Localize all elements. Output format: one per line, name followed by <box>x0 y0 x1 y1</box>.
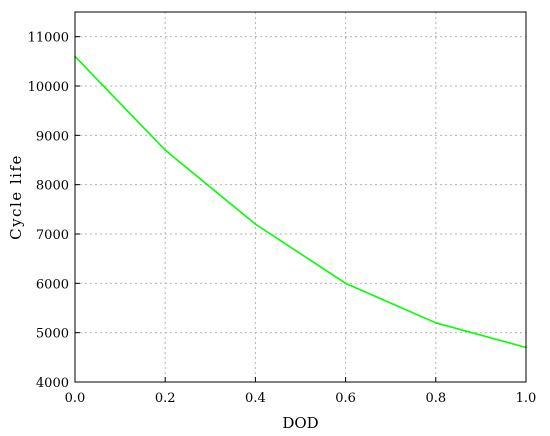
x-tick-labels: 0.0 0.2 0.4 0.6 0.8 1.0 <box>65 391 537 406</box>
plot-frame <box>74 11 527 383</box>
data-point <box>254 223 257 225</box>
y-tick-label: 6000 <box>36 277 69 292</box>
data-point <box>435 322 437 324</box>
y-tick-label: 5000 <box>36 327 69 342</box>
data-point <box>344 282 347 285</box>
data-point <box>164 149 166 151</box>
x-axis-title: DOD <box>282 414 318 432</box>
y-tick-label: 8000 <box>36 179 69 194</box>
x-tick-label: 0.6 <box>335 391 356 406</box>
y-tick-labels: 4000 5000 6000 7000 8000 9000 10000 11000 <box>28 31 69 391</box>
x-tick-label: 0.0 <box>65 391 86 406</box>
y-tick-label: 10000 <box>28 80 69 95</box>
y-tick-label: 11000 <box>28 31 69 46</box>
x-tick-label: 1.0 <box>516 391 537 406</box>
y-tick-label: 9000 <box>36 129 69 144</box>
y-tick-label: 4000 <box>36 376 69 391</box>
y-tick-label: 7000 <box>36 228 69 243</box>
y-axis-title: Cycle life <box>7 154 25 240</box>
grid-lines <box>75 12 526 382</box>
x-tick-label: 0.2 <box>155 391 176 406</box>
x-tick-label: 0.8 <box>425 391 446 406</box>
series-line <box>74 55 527 349</box>
x-tick-label: 0.4 <box>245 391 266 406</box>
